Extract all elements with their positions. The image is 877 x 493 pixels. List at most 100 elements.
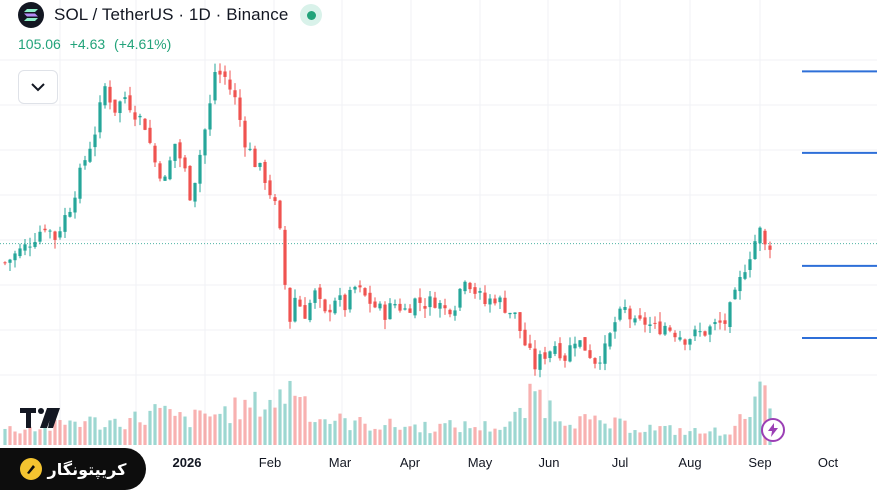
volume-bar-110 bbox=[553, 421, 557, 445]
candle-body-20 bbox=[103, 86, 107, 106]
candle-47 bbox=[238, 89, 242, 127]
candle-body-11 bbox=[58, 231, 62, 238]
volume-bar-27 bbox=[138, 422, 142, 445]
candle-110 bbox=[553, 341, 557, 357]
volume-bar-67 bbox=[338, 413, 342, 445]
candle-body-69 bbox=[348, 289, 352, 310]
candle-61 bbox=[308, 299, 312, 323]
candle-body-60 bbox=[303, 305, 307, 319]
candle-body-80 bbox=[403, 308, 407, 310]
candle-body-30 bbox=[153, 145, 157, 163]
symbol-title[interactable]: SOL / TetherUS · 1D · Binance bbox=[54, 5, 289, 24]
candle-20 bbox=[103, 83, 107, 109]
candle-body-131 bbox=[658, 321, 662, 335]
volume-bar-73 bbox=[368, 430, 372, 445]
candle-64 bbox=[323, 298, 327, 314]
candle-87 bbox=[438, 300, 442, 318]
candle-82 bbox=[413, 297, 417, 319]
volume-bar-35 bbox=[178, 412, 182, 445]
volume-bar-130 bbox=[653, 430, 657, 445]
candle-106 bbox=[533, 340, 537, 376]
candle-10 bbox=[53, 230, 57, 249]
candle-body-6 bbox=[33, 241, 37, 247]
candle-body-82 bbox=[413, 298, 417, 316]
candle-44 bbox=[223, 65, 227, 85]
volume-bar-148 bbox=[743, 418, 747, 445]
candle-78 bbox=[393, 299, 397, 309]
volume-bar-30 bbox=[153, 404, 157, 445]
candle-111 bbox=[558, 337, 562, 361]
candle-body-53 bbox=[268, 180, 272, 196]
candle-body-128 bbox=[643, 317, 647, 325]
candle-body-124 bbox=[623, 306, 627, 310]
horizontal-levels[interactable] bbox=[802, 70, 877, 339]
candle-body-141 bbox=[708, 326, 712, 335]
candle-body-113 bbox=[568, 345, 572, 362]
candle-14 bbox=[73, 191, 77, 219]
volume-bar-147 bbox=[738, 414, 742, 445]
candle-body-88 bbox=[443, 305, 447, 309]
candles[interactable] bbox=[3, 63, 772, 378]
volume-bar-23 bbox=[118, 426, 122, 445]
candle-115 bbox=[578, 340, 582, 349]
candle-body-33 bbox=[168, 160, 172, 180]
candle-body-147 bbox=[738, 277, 742, 292]
volume-bar-145 bbox=[728, 434, 732, 445]
volume-bar-21 bbox=[108, 420, 112, 445]
candle-102 bbox=[513, 312, 517, 319]
candle-152 bbox=[763, 228, 767, 251]
candle-33 bbox=[168, 156, 172, 181]
candle-6 bbox=[33, 232, 37, 249]
candle-body-10 bbox=[53, 231, 57, 240]
volume-bar-132 bbox=[663, 425, 667, 445]
candle-153 bbox=[768, 241, 772, 259]
candle-body-115 bbox=[578, 340, 582, 347]
candle-59 bbox=[298, 295, 302, 307]
volume-bar-46 bbox=[233, 397, 237, 445]
candle-body-56 bbox=[283, 229, 287, 285]
lightning-icon[interactable] bbox=[761, 418, 785, 442]
x-tick-2: Mar bbox=[329, 455, 352, 470]
solana-logo-icon[interactable] bbox=[18, 2, 44, 28]
candle-46 bbox=[233, 83, 237, 105]
volume-bar-81 bbox=[408, 426, 412, 445]
candle-body-44 bbox=[223, 71, 227, 77]
volume-bar-52 bbox=[263, 409, 267, 445]
candle-body-47 bbox=[238, 97, 242, 120]
candle-body-66 bbox=[333, 300, 337, 314]
candle-17 bbox=[88, 141, 92, 164]
candle-37 bbox=[188, 165, 192, 201]
volume-bar-90 bbox=[453, 427, 457, 445]
candle-0 bbox=[3, 261, 7, 266]
candle-body-107 bbox=[538, 354, 542, 370]
volume-bar-116 bbox=[583, 414, 587, 445]
candle-127 bbox=[638, 308, 642, 321]
candle-134 bbox=[673, 330, 677, 342]
volume-bar-10 bbox=[53, 419, 57, 445]
candle-body-0 bbox=[3, 262, 7, 264]
volume-bar-131 bbox=[658, 426, 662, 445]
candle-68 bbox=[343, 293, 347, 317]
candle-body-84 bbox=[423, 306, 427, 309]
x-tick-9: Oct bbox=[818, 455, 839, 470]
volume-bar-48 bbox=[243, 399, 247, 445]
candle-84 bbox=[423, 298, 427, 319]
candle-69 bbox=[348, 286, 352, 313]
volume-bar-42 bbox=[213, 414, 217, 445]
volume-bar-61 bbox=[308, 421, 312, 445]
tradingview-logo-icon[interactable] bbox=[20, 406, 60, 428]
candle-149 bbox=[748, 251, 752, 278]
x-tick-7: Aug bbox=[678, 455, 701, 470]
collapse-button[interactable] bbox=[18, 70, 58, 104]
volume-bar-4 bbox=[23, 429, 27, 445]
volume-bar-34 bbox=[173, 415, 177, 445]
candle-body-24 bbox=[123, 97, 127, 100]
volume-bar-70 bbox=[353, 420, 357, 445]
x-tick-8: Sep bbox=[748, 455, 771, 470]
candle-body-12 bbox=[63, 215, 67, 232]
candle-86 bbox=[433, 291, 437, 309]
candle-142 bbox=[713, 318, 717, 331]
watermark-text: کریپتونگار bbox=[47, 459, 127, 479]
volume-bar-112 bbox=[563, 425, 567, 445]
